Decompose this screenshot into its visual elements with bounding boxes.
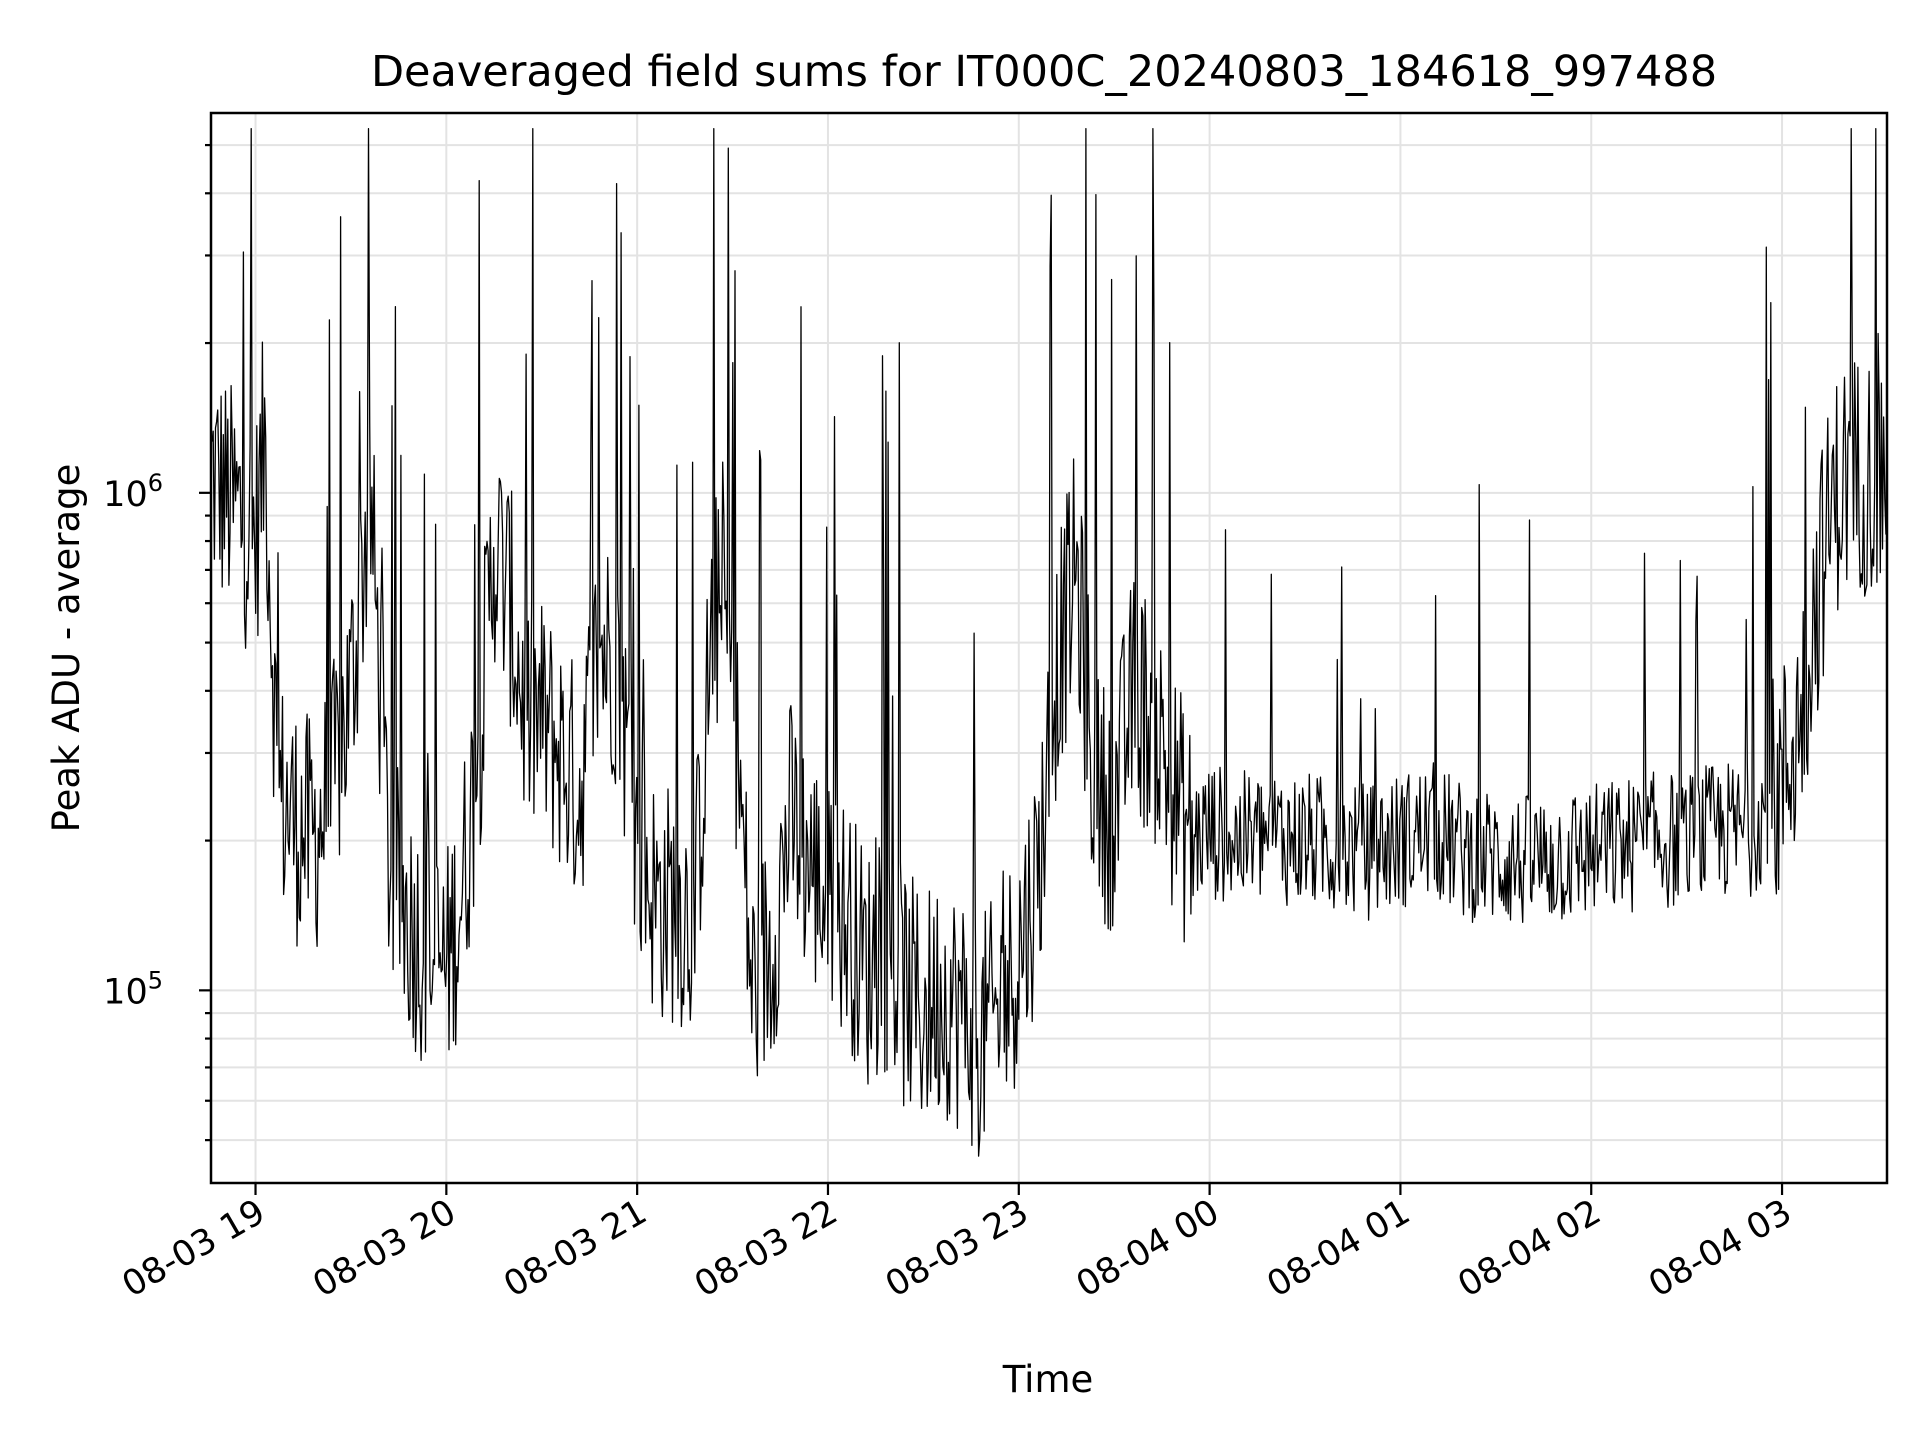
x-axis: 08-03 19 08-03 20 08-03 21 08-03 22 08-03 23… — [116, 1183, 1799, 1305]
y-axis-label: Peak ADU - average — [45, 464, 88, 833]
x-tick-label: 08-03 20 — [307, 1192, 463, 1305]
x-tick-label: 08-03 21 — [497, 1192, 653, 1305]
x-tick-label: 08-03 23 — [879, 1192, 1035, 1305]
y-tick-label: 105 — [103, 966, 163, 1012]
y-axis: 105 106 — [103, 143, 211, 1142]
x-axis-label: Time — [1002, 1358, 1094, 1401]
plot-frame — [209, 111, 1889, 1185]
chart-title: Deaveraged field sums for IT000C_2024080… — [371, 47, 1717, 97]
x-tick-label: 08-04 03 — [1642, 1192, 1798, 1305]
y-tick-label: 106 — [103, 469, 163, 515]
x-tick-label: 08-03 22 — [688, 1192, 844, 1305]
x-tick-label: 08-04 02 — [1451, 1192, 1607, 1305]
series-line — [210, 128, 1888, 1157]
x-tick-label: 08-04 00 — [1070, 1192, 1226, 1305]
x-tick-label: 08-03 19 — [116, 1192, 272, 1305]
x-tick-label: 08-04 01 — [1261, 1192, 1417, 1305]
